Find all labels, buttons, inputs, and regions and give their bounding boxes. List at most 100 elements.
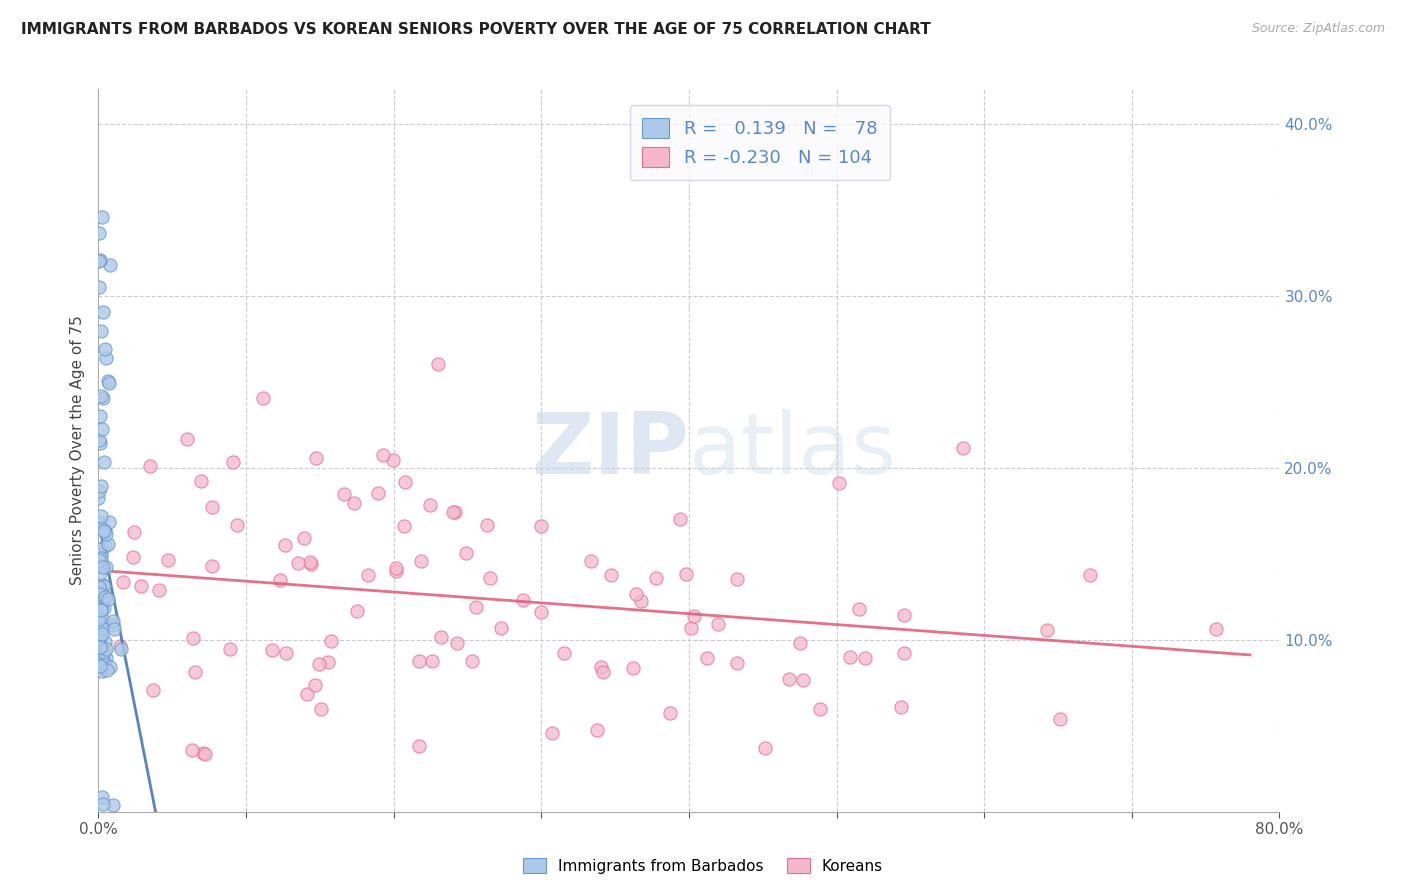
Point bbox=[808, 701, 831, 715]
Point bbox=[93, 601, 115, 615]
Point bbox=[298, 555, 321, 569]
Point bbox=[108, 639, 131, 653]
Point bbox=[530, 605, 553, 619]
Point bbox=[385, 560, 408, 574]
Point bbox=[184, 665, 207, 679]
Point bbox=[792, 673, 814, 687]
Point bbox=[90, 508, 112, 523]
Point bbox=[91, 560, 114, 574]
Point bbox=[98, 258, 121, 272]
Point bbox=[87, 280, 110, 294]
Point bbox=[475, 517, 498, 532]
Point bbox=[93, 455, 115, 469]
Point bbox=[725, 572, 748, 586]
Point bbox=[89, 645, 111, 659]
Point bbox=[624, 587, 647, 601]
Point bbox=[408, 739, 430, 754]
Point bbox=[91, 613, 114, 627]
Y-axis label: Seniors Poverty Over the Age of 75: Seniors Poverty Over the Age of 75 bbox=[69, 316, 84, 585]
Point bbox=[98, 660, 121, 674]
Point bbox=[89, 640, 111, 654]
Point bbox=[778, 672, 800, 686]
Point bbox=[90, 389, 112, 403]
Point bbox=[101, 618, 124, 632]
Point bbox=[191, 747, 214, 761]
Point bbox=[382, 453, 405, 467]
Point bbox=[430, 630, 453, 644]
Point bbox=[93, 539, 115, 553]
Point bbox=[91, 664, 114, 678]
Point bbox=[591, 659, 613, 673]
Point bbox=[893, 607, 915, 622]
Point bbox=[89, 566, 111, 580]
Point bbox=[295, 687, 318, 701]
Point bbox=[103, 622, 125, 636]
Point bbox=[679, 621, 702, 635]
Point bbox=[427, 358, 450, 372]
Point bbox=[1049, 712, 1071, 726]
Point bbox=[367, 485, 389, 500]
Point bbox=[262, 642, 284, 657]
Point bbox=[89, 553, 111, 567]
Text: IMMIGRANTS FROM BARBADOS VS KOREAN SENIORS POVERTY OVER THE AGE OF 75 CORRELATIO: IMMIGRANTS FROM BARBADOS VS KOREAN SENIO… bbox=[21, 22, 931, 37]
Text: atlas: atlas bbox=[689, 409, 897, 492]
Point bbox=[530, 519, 553, 533]
Point bbox=[110, 642, 132, 657]
Point bbox=[754, 741, 776, 756]
Point bbox=[89, 658, 111, 673]
Point bbox=[176, 432, 198, 446]
Point bbox=[357, 568, 380, 582]
Point bbox=[725, 656, 748, 670]
Point bbox=[181, 743, 204, 757]
Point bbox=[90, 325, 112, 339]
Text: ZIP: ZIP bbox=[531, 409, 689, 492]
Point bbox=[274, 538, 297, 552]
Point bbox=[1205, 622, 1227, 636]
Point bbox=[93, 634, 115, 648]
Point bbox=[90, 479, 112, 493]
Point bbox=[669, 512, 692, 526]
Point bbox=[91, 797, 114, 812]
Point bbox=[190, 475, 212, 489]
Point bbox=[419, 498, 441, 512]
Point bbox=[456, 546, 478, 560]
Point bbox=[87, 541, 110, 556]
Text: Source: ZipAtlas.com: Source: ZipAtlas.com bbox=[1251, 22, 1385, 36]
Point bbox=[112, 574, 135, 589]
Point bbox=[316, 655, 339, 669]
Point bbox=[91, 621, 114, 635]
Point bbox=[94, 641, 117, 656]
Point bbox=[621, 661, 644, 675]
Point bbox=[394, 475, 416, 489]
Point bbox=[789, 635, 811, 649]
Point bbox=[90, 640, 112, 654]
Point bbox=[658, 706, 681, 720]
Point bbox=[93, 579, 115, 593]
Point bbox=[226, 517, 249, 532]
Point bbox=[94, 651, 117, 665]
Point bbox=[465, 599, 488, 614]
Point bbox=[478, 571, 501, 585]
Point bbox=[444, 504, 467, 518]
Point bbox=[90, 585, 112, 599]
Point bbox=[183, 632, 205, 646]
Point bbox=[311, 701, 333, 715]
Point bbox=[93, 524, 115, 538]
Point bbox=[91, 790, 114, 805]
Point bbox=[420, 654, 443, 668]
Point bbox=[90, 596, 112, 610]
Point bbox=[292, 531, 315, 545]
Point bbox=[838, 650, 860, 665]
Point bbox=[97, 591, 120, 606]
Point bbox=[121, 549, 143, 564]
Point bbox=[89, 630, 111, 644]
Point bbox=[94, 342, 117, 356]
Point bbox=[392, 518, 415, 533]
Point bbox=[97, 515, 120, 529]
Point bbox=[512, 593, 534, 607]
Point bbox=[553, 646, 575, 660]
Point bbox=[103, 798, 125, 813]
Point bbox=[94, 560, 117, 574]
Point bbox=[385, 564, 408, 578]
Point bbox=[952, 442, 974, 456]
